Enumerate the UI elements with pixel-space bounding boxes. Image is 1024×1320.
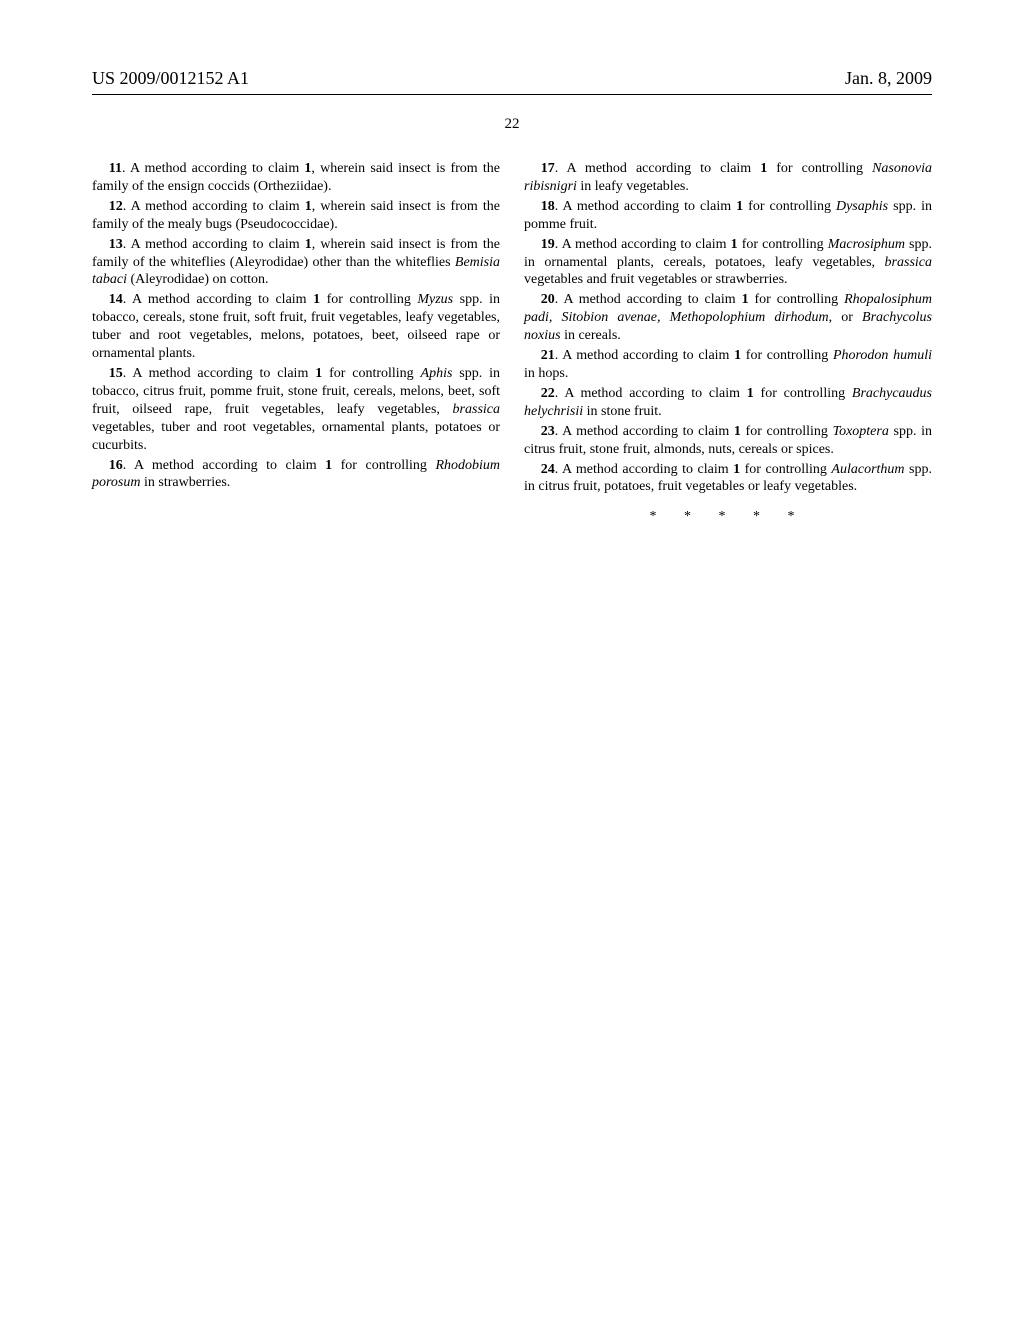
claim-22: 22. A method according to claim 1 for co…: [524, 385, 932, 421]
claim-14: 14. A method according to claim 1 for co…: [92, 291, 500, 363]
page-number: 22: [505, 116, 520, 133]
claim-11: 11. A method according to claim 1, where…: [92, 160, 500, 196]
claim-24: 24. A method according to claim 1 for co…: [524, 461, 932, 497]
claim-15: 15. A method according to claim 1 for co…: [92, 365, 500, 455]
claim-13: 13. A method according to claim 1, where…: [92, 236, 500, 290]
page-header: US 2009/0012152 A1 Jan. 8, 2009: [0, 68, 1024, 89]
header-rule: [92, 94, 932, 95]
claims-body: 11. A method according to claim 1, where…: [92, 160, 932, 526]
claim-17: 17. A method according to claim 1 for co…: [524, 160, 932, 196]
claim-19: 19. A method according to claim 1 for co…: [524, 236, 932, 290]
claim-18: 18. A method according to claim 1 for co…: [524, 198, 932, 234]
claim-16: 16. A method according to claim 1 for co…: [92, 457, 500, 493]
end-marker: * * * * *: [524, 508, 932, 526]
publication-date: Jan. 8, 2009: [845, 68, 932, 89]
claim-12: 12. A method according to claim 1, where…: [92, 198, 500, 234]
claim-23: 23. A method according to claim 1 for co…: [524, 423, 932, 459]
claim-21: 21. A method according to claim 1 for co…: [524, 347, 932, 383]
claim-20: 20. A method according to claim 1 for co…: [524, 291, 932, 345]
publication-number: US 2009/0012152 A1: [92, 68, 249, 89]
